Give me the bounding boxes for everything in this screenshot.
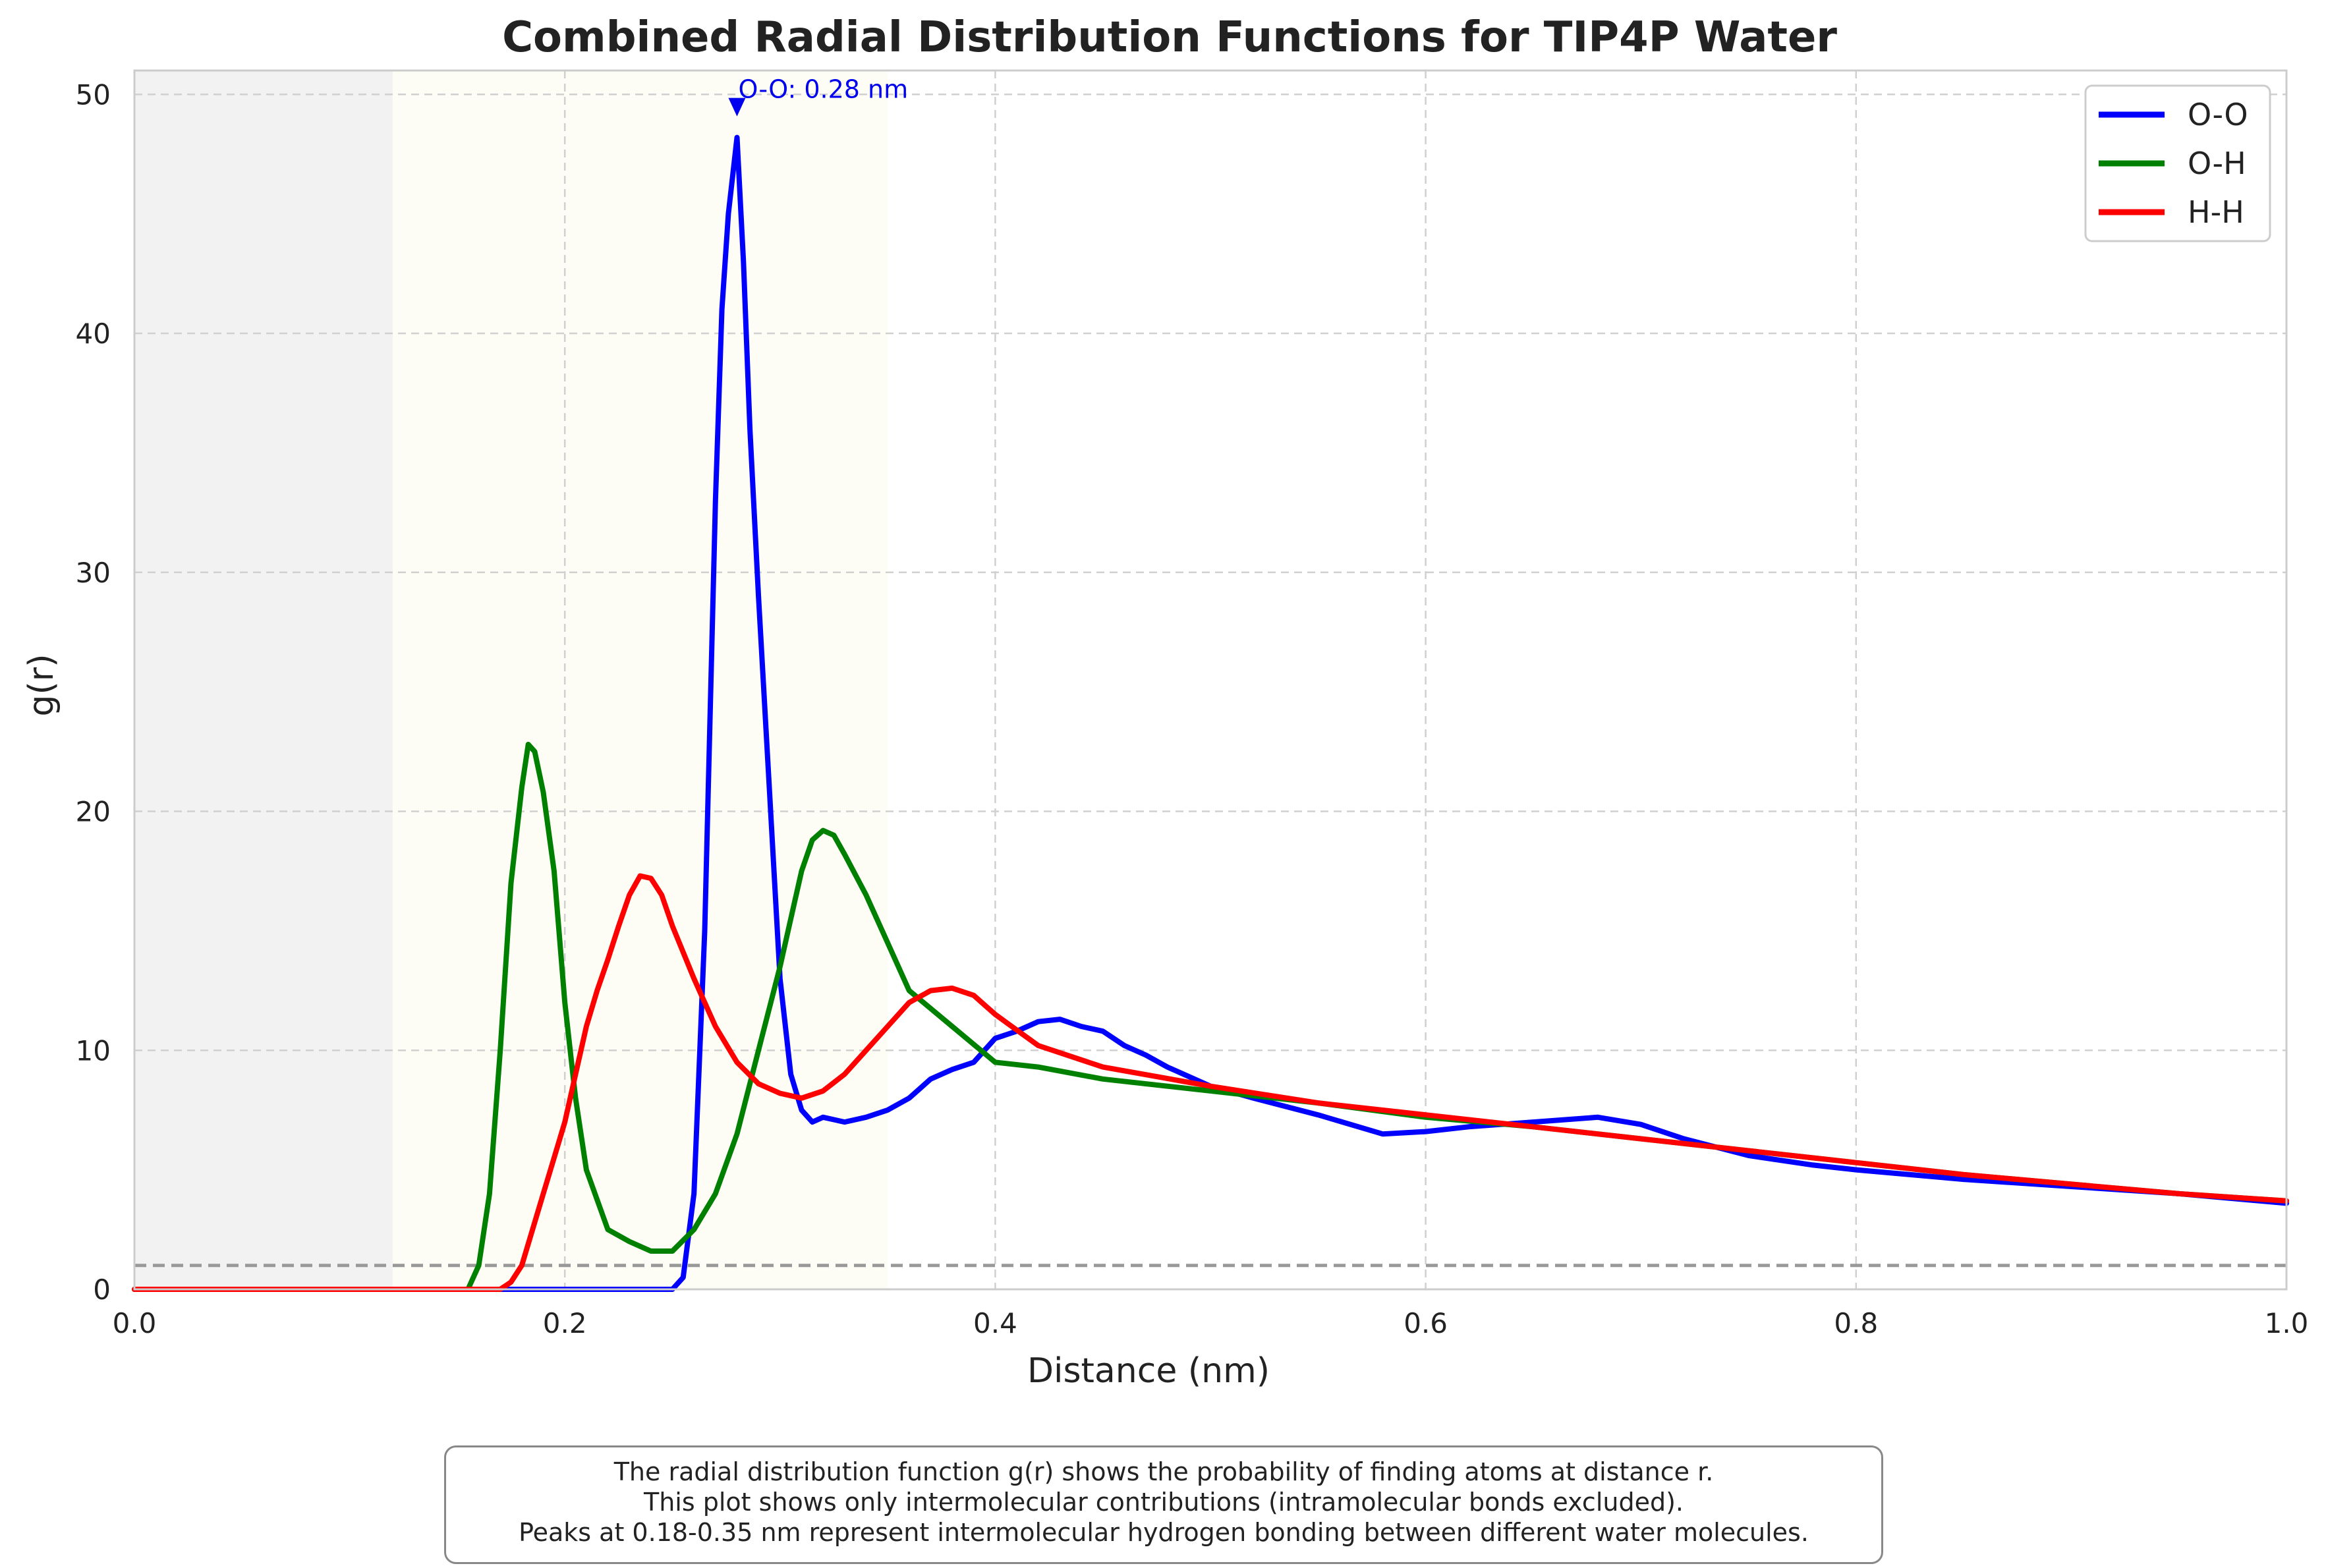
grid-lines xyxy=(134,70,2286,1289)
caption-line-1: The radial distribution function g(r) sh… xyxy=(613,1457,1714,1486)
y-tick-label: 0 xyxy=(93,1274,111,1306)
legend-label-h-h: H-H xyxy=(2188,194,2244,230)
legend: O-O O-H H-H xyxy=(2084,84,2271,242)
y-axis-label: g(r) xyxy=(22,654,61,717)
y-tick-label: 50 xyxy=(76,78,111,111)
x-tick-label: 1.0 xyxy=(2265,1307,2309,1339)
y-tick-label: 30 xyxy=(76,557,111,589)
series-layer xyxy=(132,134,2289,1292)
legend-box xyxy=(2084,84,2271,242)
x-tick-label: 0.8 xyxy=(1834,1307,1878,1339)
annotation-layer: O-O: 0.28 nm xyxy=(728,75,908,117)
caption-line-2: This plot shows only intermolecular cont… xyxy=(643,1488,1684,1517)
peak-marker xyxy=(728,98,746,117)
tick-labels: 0.0 0.2 0.4 0.6 0.8 1.0 0 10 20 30 40 50 xyxy=(76,78,2309,1339)
chart-title: Combined Radial Distribution Functions f… xyxy=(502,13,1837,62)
series-line-h-h xyxy=(132,873,2289,1292)
x-tick-label: 0.4 xyxy=(973,1307,1017,1339)
caption-box: The radial distribution function g(r) sh… xyxy=(444,1445,1883,1564)
y-tick-label: 40 xyxy=(76,318,111,350)
shaded-region-1 xyxy=(134,70,393,1289)
x-tick-label: 0.6 xyxy=(1404,1307,1448,1339)
plot-border xyxy=(133,69,2288,1291)
x-tick-label: 0.0 xyxy=(113,1307,157,1339)
legend-label-o-h: O-H xyxy=(2188,146,2246,181)
shaded-region-2 xyxy=(392,70,888,1289)
legend-label-o-o: O-O xyxy=(2188,97,2248,132)
plot-area xyxy=(134,70,2286,1289)
series-line-o-o xyxy=(132,134,2289,1292)
x-axis-label: Distance (nm) xyxy=(1027,1351,1270,1391)
peak-annotation: O-O: 0.28 nm xyxy=(738,75,908,104)
x-tick-label: 0.2 xyxy=(543,1307,587,1339)
y-tick-label: 20 xyxy=(76,796,111,828)
caption-line-3: Peaks at 0.18-0.35 nm represent intermol… xyxy=(519,1518,1809,1547)
plot-frame xyxy=(133,69,2288,1291)
y-tick-label: 10 xyxy=(76,1034,111,1067)
